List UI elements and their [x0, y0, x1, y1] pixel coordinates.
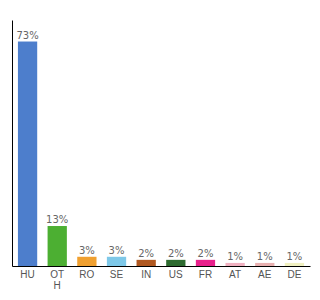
x-tick: RO: [79, 269, 94, 280]
data-label: 1%: [286, 251, 302, 262]
x-axis: HU OTH RO SE IN US FR AT AE DE: [13, 267, 311, 292]
x-axis-line: [13, 266, 311, 267]
y-axis-line: [12, 21, 13, 267]
bar: [285, 263, 304, 266]
x-tick: DE: [287, 269, 301, 280]
x-tick-label: IN: [141, 269, 151, 280]
x-tick-label: DE: [287, 269, 301, 280]
x-tick: SE: [110, 269, 124, 280]
data-label: 2%: [168, 248, 184, 259]
bar: [196, 260, 215, 266]
x-tick: US: [169, 269, 183, 280]
bar: [137, 260, 156, 266]
x-tick-label: SE: [110, 269, 124, 280]
x-tick-label: AE: [258, 269, 272, 280]
x-tick-label: HU: [20, 269, 34, 280]
bar: [225, 263, 244, 266]
x-tick: HU: [20, 269, 34, 280]
bar: [18, 42, 37, 266]
bar: [77, 257, 96, 266]
chart: HU OTH RO SE IN US FR AT AE DE 73% 13% 3% 3% 2% 2% 2% 1% 1…: [0, 0, 320, 300]
x-tick-label: AT: [229, 269, 241, 280]
x-tick-label: OTH: [50, 269, 64, 291]
x-tick-label: FR: [199, 269, 212, 280]
data-label: 13%: [46, 214, 68, 225]
bar: [255, 263, 274, 266]
x-tick: FR: [199, 269, 212, 280]
x-tick: AE: [258, 269, 272, 280]
data-label: 2%: [138, 248, 154, 259]
bar: [48, 226, 67, 266]
x-tick-label-line: OT: [50, 269, 64, 280]
x-tick-label-line: H: [54, 280, 61, 291]
bar: [166, 260, 185, 266]
x-tick-label: US: [169, 269, 183, 280]
plot: HU OTH RO SE IN US FR AT AE DE 73% 13% 3% 3% 2% 2% 2% 1% 1…: [13, 21, 311, 292]
data-label: 73%: [16, 30, 38, 41]
bar: [107, 257, 126, 266]
data-label: 3%: [79, 245, 95, 256]
data-label: 3%: [109, 245, 125, 256]
data-labels: 73% 13% 3% 3% 2% 2% 2% 1% 1% 1%: [16, 30, 302, 262]
x-tick: OTH: [50, 269, 64, 291]
bars: [18, 42, 304, 266]
x-tick-label: RO: [79, 269, 94, 280]
data-label: 1%: [257, 251, 273, 262]
x-tick: IN: [141, 269, 151, 280]
data-label: 2%: [198, 248, 214, 259]
y-axis: [12, 21, 13, 267]
data-label: 1%: [227, 251, 243, 262]
x-tick: AT: [229, 269, 241, 280]
